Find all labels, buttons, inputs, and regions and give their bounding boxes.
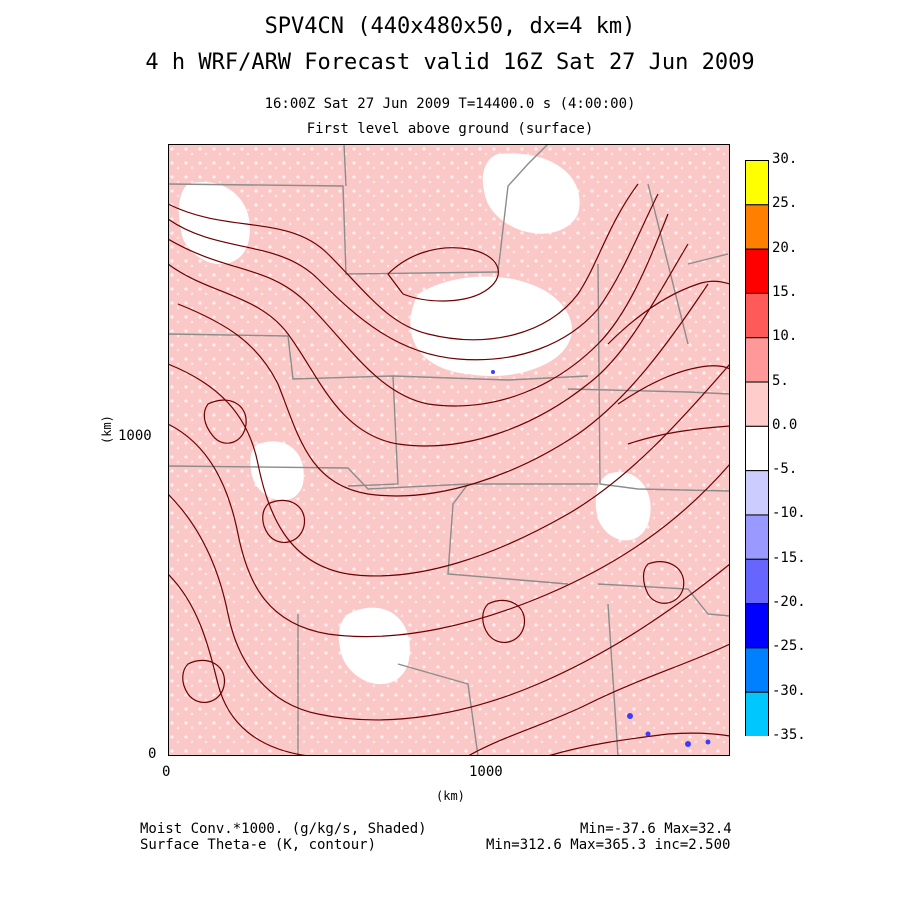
colorbar-tick-label: -5. [772, 461, 798, 478]
colorbar-box [745, 425, 769, 472]
colorbar-box [745, 558, 769, 605]
colorbar-tick-label: 5. [772, 372, 789, 389]
colorbar-box [745, 647, 769, 693]
plot-title-line2: 4 h WRF/ARW Forecast valid 16Z Sat 27 Ju… [145, 50, 755, 75]
shaded-field-stats: Min=-37.6 Max=32.4 [580, 821, 732, 837]
colorbar-tick-label: 10. [772, 328, 798, 345]
colorbar-box [745, 603, 769, 649]
colorbar-box [745, 691, 769, 736]
x-tick-0: 0 [162, 764, 171, 780]
plot-title-line1: SPV4CN (440x480x50, dx=4 km) [264, 14, 636, 39]
white-patch [338, 607, 410, 685]
colorbar-tick-label: -15. [772, 549, 806, 566]
colorbar-box [745, 292, 769, 339]
state-borders [168, 144, 730, 756]
x-tick-1000: 1000 [469, 764, 503, 780]
valid-time-line: 16:00Z Sat 27 Jun 2009 T=14400.0 s (4:00… [264, 96, 636, 112]
colorbar-box [745, 160, 769, 206]
x-axis-label: (km) [436, 789, 465, 803]
y-tick-0: 0 [148, 746, 157, 762]
colorbar [745, 160, 769, 736]
map-frame [168, 144, 730, 756]
colorbar-tick-label: -25. [772, 638, 806, 655]
colorbar-box [745, 248, 769, 294]
contour-field-stats: Min=312.6 Max=365.3 inc=2.500 [486, 837, 731, 853]
colorbar-box [745, 204, 769, 250]
map-plot [168, 144, 730, 756]
colorbar-tick-label: -10. [772, 505, 806, 522]
convergence-spots [491, 370, 711, 747]
colorbar-tick-label: 15. [772, 283, 798, 300]
colorbar-tick-label: -30. [772, 682, 806, 699]
contour-field-label: Surface Theta-e (K, contour) [140, 837, 377, 853]
shaded-field-label: Moist Conv.*1000. (g/kg/s, Shaded) [140, 821, 427, 837]
colorbar-tick-label: -35. [772, 727, 806, 743]
colorbar-box [745, 514, 769, 560]
colorbar-box [745, 337, 769, 383]
y-axis-label: (km) [100, 415, 114, 444]
colorbar-tick-label: 25. [772, 195, 798, 212]
colorbar-tick-label: 20. [772, 239, 798, 256]
colorbar-tick-label: -20. [772, 594, 806, 611]
colorbar-tick-label: 0.0 [772, 416, 798, 433]
white-patch [482, 153, 580, 234]
y-tick-1000: 1000 [118, 428, 152, 444]
colorbar-box [745, 381, 769, 427]
theta-e-contours [168, 183, 730, 756]
shaded-field [168, 144, 730, 756]
level-line: First level above ground (surface) [306, 121, 594, 137]
colorbar-tick-label: 30. [772, 151, 798, 167]
colorbar-box [745, 470, 769, 516]
